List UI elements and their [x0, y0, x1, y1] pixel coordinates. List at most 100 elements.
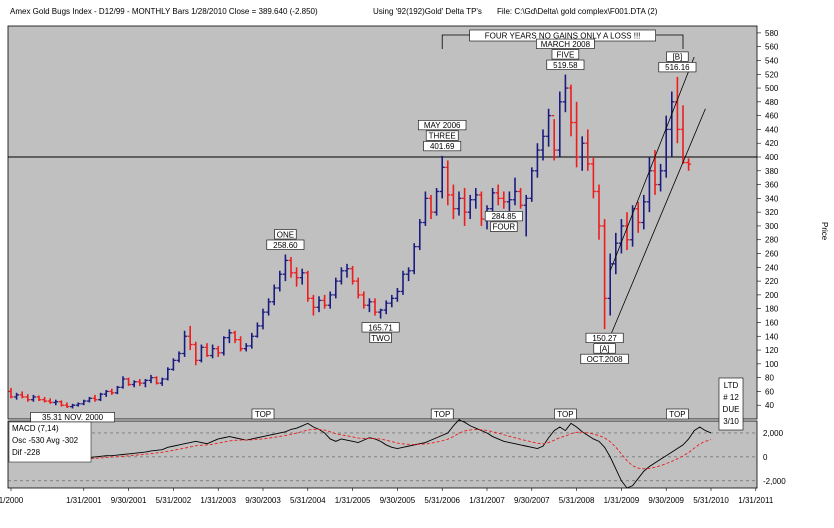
ohlc-bar: [574, 101, 580, 168]
ohlc-bar: [310, 294, 316, 316]
ohlc-bar: [182, 330, 188, 357]
x-tick-label: 5/31/2004: [290, 496, 326, 505]
note-box: [718, 377, 744, 431]
ohlc-bar: [406, 267, 412, 282]
ohlc-bar: [506, 191, 512, 213]
ohlc-bar: [25, 394, 31, 402]
price-panel: [7, 25, 758, 420]
ohlc-bar: [266, 298, 272, 316]
note-line: # 12: [723, 393, 739, 402]
ohlc-bar: [53, 399, 59, 406]
ohlc-bar: [58, 400, 64, 407]
ohlc-bar: [70, 403, 76, 409]
ohlc-bar: [602, 219, 608, 330]
y-tick-label: 580: [765, 29, 779, 38]
y-tick-label: 80: [765, 374, 774, 383]
annotation-box: [369, 332, 392, 343]
annotation-label: ONE: [277, 230, 294, 239]
x-tick-label: 1/31/2005: [335, 496, 371, 505]
annotation-label: 150.27: [592, 334, 617, 343]
ohlc-bar: [260, 308, 266, 330]
ohlc-bar: [327, 291, 333, 309]
y-tick-label: 440: [765, 125, 779, 134]
x-tick-label: 1/31/2009: [604, 496, 640, 505]
macd-tick-label: 2,000: [763, 429, 784, 438]
ohlc-bar: [198, 344, 204, 363]
annotation-label: MAY 2006: [424, 121, 461, 130]
ohlc-bar: [316, 296, 322, 313]
top-marker-label: TOP: [557, 410, 573, 419]
ohlc-bar: [277, 270, 283, 292]
ohlc-bar: [305, 270, 311, 302]
ohlc-bar: [596, 184, 602, 240]
y-tick-label: 220: [765, 277, 779, 286]
ohlc-bar: [142, 379, 148, 388]
x-tick-label: 9/30/2001: [111, 496, 147, 505]
ohlc-bar: [361, 291, 367, 309]
ohlc-bar: [383, 300, 389, 315]
ohlc-bar: [680, 105, 686, 164]
ohlc-bar: [148, 374, 154, 384]
ohlc-bar: [193, 341, 199, 366]
ohlc-bar: [417, 219, 423, 251]
annotation-box: [551, 49, 580, 60]
ohlc-bar: [294, 267, 300, 287]
ohlc-bar: [271, 284, 277, 306]
ohlc-bar: [75, 402, 81, 407]
annotation-box: [425, 130, 459, 141]
ohlc-bar: [238, 336, 244, 352]
y-tick-label: 280: [765, 236, 779, 245]
ohlc-bar: [42, 396, 48, 403]
annotation-box: [418, 120, 467, 131]
ohlc-bar: [131, 380, 137, 388]
x-tick-label: 9/30/2009: [648, 496, 684, 505]
annotation-box: [658, 62, 697, 73]
ohlc-bar: [344, 263, 350, 278]
y-axis-label: Price: [820, 222, 829, 241]
ohlc-bar: [590, 157, 596, 199]
macd-tick-label: -2,000: [763, 477, 786, 486]
ohlc-bar: [607, 253, 613, 316]
ohlc-bar: [366, 298, 372, 313]
ohlc-bar: [428, 194, 434, 220]
ohlc-bar: [456, 191, 462, 216]
ohlc-bar: [686, 158, 692, 171]
y-tick-label: 380: [765, 167, 779, 176]
ohlc-bar: [36, 395, 42, 402]
annotation-box: [546, 59, 585, 70]
annotation-box: [490, 221, 518, 232]
y-tick-label: 420: [765, 139, 779, 148]
file-label: File: C:\Gd\Delta\ gold complex\F001.DTA…: [497, 7, 658, 16]
ohlc-bar: [114, 385, 120, 395]
ohlc-bar: [176, 351, 182, 363]
annotation-label: MARCH 2008: [541, 40, 591, 49]
x-tick-label: 9/30/2003: [245, 496, 281, 505]
y-tick-label: 540: [765, 56, 779, 65]
ohlc-bar: [450, 184, 456, 220]
y-tick-label: 400: [765, 153, 779, 162]
ohlc-bar: [557, 91, 563, 157]
y-tick-label: 560: [765, 43, 779, 52]
y-tick-label: 520: [765, 70, 779, 79]
ohlc-bar: [120, 376, 126, 389]
ohlc-bar: [400, 270, 406, 295]
ohlc-bar: [613, 232, 619, 275]
ohlc-bar: [669, 91, 675, 157]
ohlc-bar: [19, 391, 25, 399]
annotation-label: 35.31 NOV. 2000: [42, 413, 104, 422]
x-tick-label: 5/31/2010: [693, 496, 729, 505]
y-tick-label: 500: [765, 84, 779, 93]
top-marker-label: TOP: [669, 410, 685, 419]
y-tick-label: 320: [765, 208, 779, 217]
ohlc-bar: [518, 188, 524, 209]
ohlc-bar: [282, 254, 288, 282]
annotation-label: THREE: [429, 132, 456, 141]
ohlc-bar: [389, 294, 395, 308]
annotation-label: 519.58: [553, 61, 578, 70]
ohlc-bar: [98, 392, 104, 402]
ohlc-bar: [422, 191, 428, 226]
ohlc-bar: [14, 392, 20, 400]
ohlc-bar: [551, 114, 557, 161]
ohlc-bar: [372, 298, 378, 316]
